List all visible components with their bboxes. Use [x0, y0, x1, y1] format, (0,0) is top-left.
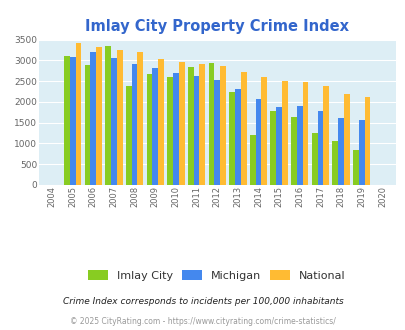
Bar [111, 58, 117, 185]
Bar [249, 135, 255, 185]
Bar [311, 133, 317, 185]
Bar [240, 72, 246, 185]
Bar [208, 63, 214, 185]
Bar [64, 56, 70, 185]
Bar [290, 117, 296, 185]
Bar [255, 99, 261, 185]
Bar [193, 76, 199, 185]
Bar [188, 67, 193, 185]
Legend: Imlay City, Michigan, National: Imlay City, Michigan, National [88, 270, 345, 281]
Bar [352, 150, 358, 185]
Text: © 2025 CityRating.com - https://www.cityrating.com/crime-statistics/: © 2025 CityRating.com - https://www.city… [70, 317, 335, 326]
Bar [337, 117, 343, 185]
Bar [296, 106, 302, 185]
Bar [105, 46, 111, 185]
Bar [343, 93, 349, 185]
Bar [96, 47, 102, 185]
Bar [302, 82, 308, 185]
Bar [281, 81, 287, 185]
Bar [229, 92, 234, 185]
Bar [220, 66, 225, 185]
Bar [70, 57, 75, 185]
Bar [146, 75, 152, 185]
Bar [117, 50, 122, 185]
Bar [317, 111, 322, 185]
Bar [75, 43, 81, 185]
Bar [275, 107, 281, 185]
Bar [332, 141, 337, 185]
Bar [167, 77, 173, 185]
Bar [358, 120, 364, 185]
Bar [158, 59, 164, 185]
Bar [261, 77, 266, 185]
Bar [131, 64, 137, 185]
Bar [364, 97, 369, 185]
Bar [90, 52, 96, 185]
Bar [84, 65, 90, 185]
Bar [214, 80, 220, 185]
Bar [137, 52, 143, 185]
Bar [270, 111, 275, 185]
Bar [173, 73, 178, 185]
Text: Crime Index corresponds to incidents per 100,000 inhabitants: Crime Index corresponds to incidents per… [62, 297, 343, 306]
Bar [234, 89, 240, 185]
Bar [178, 62, 184, 185]
Bar [152, 68, 158, 185]
Bar [126, 86, 131, 185]
Bar [322, 86, 328, 185]
Bar [199, 64, 205, 185]
Title: Imlay City Property Crime Index: Imlay City Property Crime Index [85, 19, 348, 34]
